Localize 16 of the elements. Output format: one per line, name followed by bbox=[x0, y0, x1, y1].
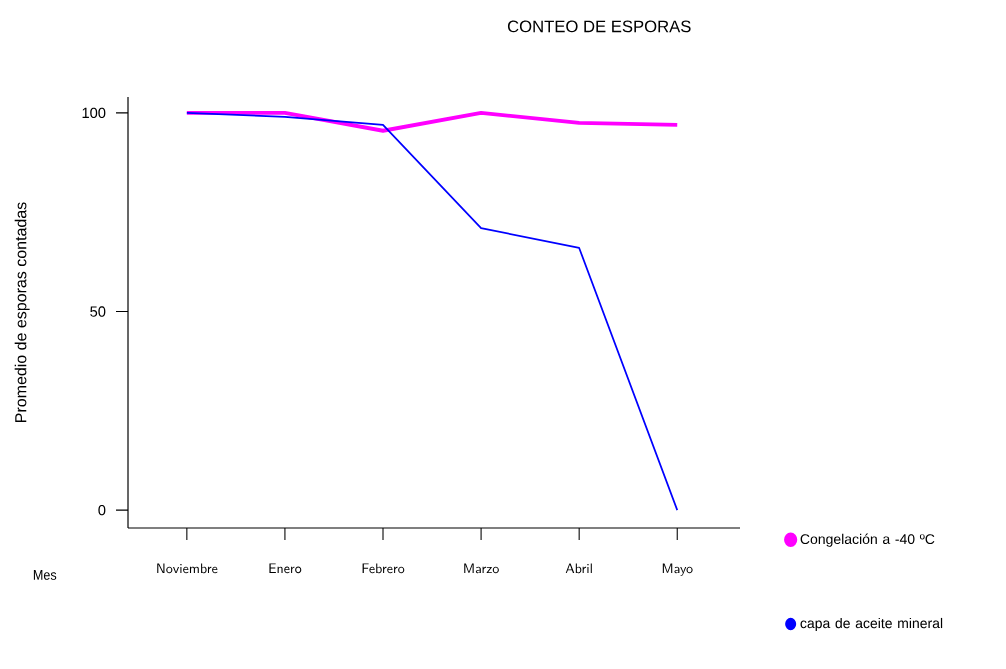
x-tick-label: Febrero bbox=[362, 563, 405, 574]
y-tick-label: 50 bbox=[90, 306, 106, 317]
chart-title: CONTEO DE ESPORAS bbox=[507, 20, 691, 33]
y-tick-label: 0 bbox=[98, 504, 106, 516]
line-series bbox=[184, 110, 680, 133]
x-tick-label: Abril bbox=[565, 563, 592, 574]
x-tick-label: Marzo bbox=[464, 563, 499, 574]
legend-label: capa de aceite mineral bbox=[800, 617, 943, 631]
line-series bbox=[185, 112, 679, 511]
x-tick-label: Noviembre bbox=[157, 563, 218, 574]
y-tick-label: 100 bbox=[82, 107, 106, 119]
y-axis-title: Promedio de esporas contadas bbox=[14, 202, 30, 422]
x-tick-label: Mayo bbox=[662, 563, 693, 576]
legend-label: Congelación a -40 ºC bbox=[800, 533, 935, 547]
x-tick-label: Enero bbox=[269, 563, 302, 574]
x-axis-title: Mes bbox=[33, 570, 57, 580]
